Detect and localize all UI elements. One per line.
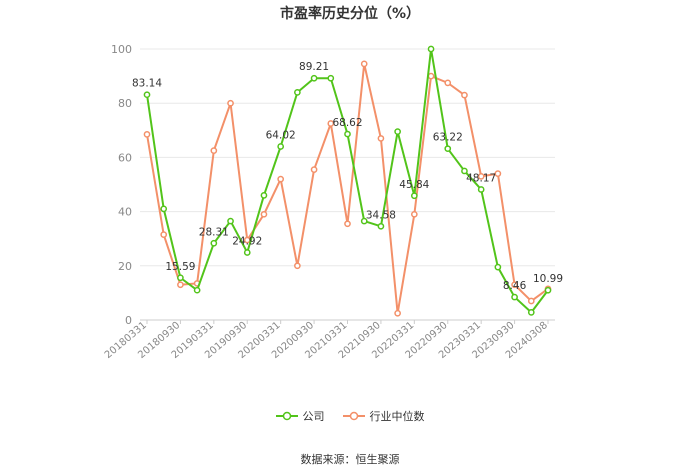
data-point	[527, 297, 535, 305]
series-line	[146, 62, 549, 315]
legend-label-industry-median: 行业中位数	[369, 410, 425, 423]
data-point	[377, 222, 385, 230]
y-axis-ticks: 0 20 40 60 80 100	[111, 43, 132, 327]
data-point	[511, 293, 518, 301]
data-point	[360, 217, 368, 225]
data-point	[227, 217, 234, 225]
data-point	[243, 249, 251, 256]
data-point	[143, 91, 151, 99]
data-point	[477, 186, 485, 193]
data-point	[360, 60, 368, 68]
data-point	[461, 91, 468, 99]
data-point	[160, 231, 168, 238]
data-label: 83.14	[132, 78, 162, 90]
y-tick-label: 80	[118, 97, 132, 110]
legend-label-company: 公司	[302, 410, 325, 423]
data-point	[444, 79, 452, 87]
data-label: 64.02	[266, 130, 296, 142]
data-label: 28.31	[199, 226, 229, 238]
legend-swatch-industry-median	[342, 411, 365, 421]
data-point	[177, 274, 184, 282]
data-point	[394, 309, 401, 317]
y-tick-label: 60	[118, 151, 132, 164]
data-point	[377, 135, 385, 142]
data-point	[294, 89, 301, 96]
data-point	[160, 205, 168, 213]
x-axis: 2018033120180930201903312019093020200331…	[103, 320, 550, 361]
data-point	[260, 191, 268, 199]
chart-title: 市盈率历史分位（%）	[279, 6, 421, 22]
data-point	[210, 239, 218, 247]
data-point	[227, 99, 234, 107]
legend-swatch-company	[275, 411, 298, 421]
data-point	[427, 45, 435, 53]
data-point	[477, 173, 485, 180]
legend-item-industry-median[interactable]: 行业中位数	[342, 408, 425, 424]
data-label: 24.92	[232, 235, 262, 247]
data-point	[177, 281, 184, 289]
data-point	[544, 286, 552, 294]
data-label: 15.59	[165, 261, 195, 273]
y-tick-label: 100	[111, 43, 132, 56]
data-point	[344, 130, 351, 138]
data-point	[327, 120, 335, 127]
data-point	[494, 263, 502, 271]
y-tick-label: 0	[125, 314, 132, 327]
data-point	[344, 220, 351, 228]
data-point	[310, 74, 318, 82]
series-lines	[143, 45, 552, 317]
data-point	[310, 166, 318, 173]
data-source: 数据来源：恒生聚源	[300, 453, 400, 466]
data-point	[444, 145, 452, 153]
y-tick-label: 40	[118, 206, 132, 219]
data-point	[294, 262, 301, 270]
legend-item-company[interactable]: 公司	[275, 408, 325, 424]
data-label: 45.84	[399, 179, 429, 191]
data-point	[494, 170, 502, 178]
data-point	[511, 281, 518, 289]
data-point	[410, 210, 418, 218]
data-label: 48.17	[466, 172, 496, 184]
data-point	[193, 286, 201, 294]
data-point	[527, 309, 535, 316]
data-point	[277, 143, 285, 150]
y-tick-label: 20	[118, 260, 132, 273]
data-label: 89.21	[299, 61, 329, 73]
data-label: 8.46	[503, 280, 527, 292]
data-point	[277, 175, 285, 183]
data-point	[143, 131, 151, 138]
data-point	[461, 167, 468, 175]
data-point	[427, 72, 435, 80]
legend: 公司 行业中位数	[0, 408, 700, 424]
data-point	[394, 128, 401, 136]
data-label: 34.58	[366, 209, 396, 221]
data-point	[327, 74, 335, 82]
grid-lines	[140, 48, 555, 321]
data-label: 68.62	[332, 117, 362, 129]
line-chart: 0 20 40 60 80 100 201803312018093020190331201…	[103, 43, 563, 361]
data-label: 63.22	[433, 132, 463, 144]
data-label: 10.99	[533, 273, 563, 285]
data-point	[210, 147, 218, 154]
data-point	[410, 192, 418, 200]
data-point	[260, 210, 268, 218]
